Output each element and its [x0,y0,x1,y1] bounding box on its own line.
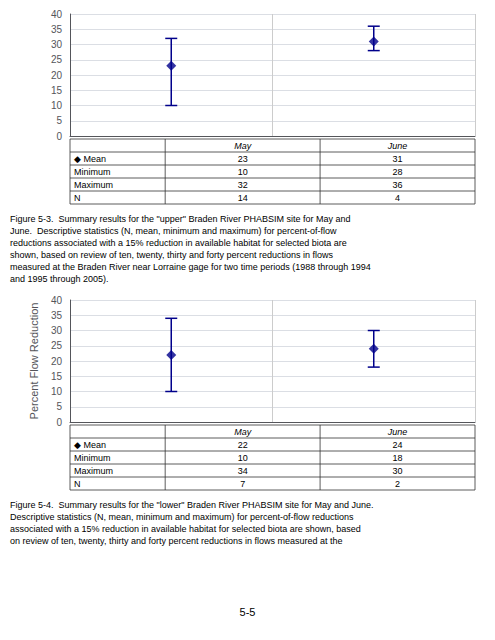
svg-text:Maximum: Maximum [74,180,113,190]
svg-text:30: 30 [51,39,63,50]
svg-text:2: 2 [395,479,400,489]
svg-text:Figure 5-3. Summary results f: Figure 5-3. Summary results for the "upp… [10,214,351,224]
svg-text:0: 0 [56,131,62,142]
svg-text:10: 10 [51,100,63,111]
svg-text:5-5: 5-5 [240,606,256,618]
svg-text:36: 36 [393,180,403,190]
svg-text:24: 24 [393,440,403,450]
svg-text:30: 30 [51,325,63,336]
svg-text:0: 0 [56,417,62,428]
svg-text:15: 15 [51,85,63,96]
svg-text:5: 5 [56,115,62,126]
svg-text:23: 23 [238,154,248,164]
svg-text:5: 5 [56,401,62,412]
svg-text:Percent Flow Reduction: Percent Flow Reduction [28,303,40,420]
svg-text:May: May [234,427,252,437]
svg-text:Minimum: Minimum [74,167,111,177]
svg-text:N: N [74,193,81,203]
svg-text:34: 34 [238,466,248,476]
svg-text:measured at the Braden River n: measured at the Braden River near Lorrai… [10,262,371,272]
svg-text:N: N [74,479,81,489]
svg-text:28: 28 [393,167,403,177]
svg-text:associated with a 15% reductio: associated with a 15% reduction in avail… [10,524,361,534]
svg-text:35: 35 [51,24,63,35]
svg-text:Minimum: Minimum [74,453,111,463]
svg-text:4: 4 [395,193,400,203]
svg-text:18: 18 [393,453,403,463]
svg-text:20: 20 [51,356,63,367]
svg-text:20: 20 [51,70,63,81]
svg-text:June: June [387,141,408,151]
svg-text:◆ Mean: ◆ Mean [74,440,106,450]
svg-text:Figure 5-4. Summary results f: Figure 5-4. Summary results for the "low… [10,500,374,510]
svg-text:25: 25 [51,340,63,351]
svg-text:14: 14 [238,193,248,203]
svg-text:35: 35 [51,310,63,321]
svg-text:31: 31 [393,154,403,164]
svg-text:reductions associated with a 1: reductions associated with a 15% reducti… [10,238,347,248]
svg-text:32: 32 [238,180,248,190]
svg-text:Descriptive statistics (N, mea: Descriptive statistics (N, mean, minimum… [10,512,354,522]
svg-text:10: 10 [238,453,248,463]
svg-text:7: 7 [240,479,245,489]
svg-text:June: June [387,427,408,437]
svg-text:on review of ten, twenty, thir: on review of ten, twenty, thirty and for… [10,536,343,546]
svg-text:10: 10 [51,386,63,397]
svg-text:22: 22 [238,440,248,450]
svg-text:30: 30 [393,466,403,476]
svg-text:shown, based on review of ten,: shown, based on review of ten, twenty, t… [10,250,333,260]
svg-text:10: 10 [238,167,248,177]
svg-text:Maximum: Maximum [74,466,113,476]
svg-text:◆ Mean: ◆ Mean [74,154,106,164]
svg-text:15: 15 [51,371,63,382]
svg-text:40: 40 [51,295,63,306]
svg-text:and 1995 through 2005).: and 1995 through 2005). [10,274,109,284]
svg-text:40: 40 [51,9,63,20]
svg-text:May: May [234,141,252,151]
svg-text:June. Descriptive statistics: June. Descriptive statistics (N, mean, m… [10,226,337,236]
svg-text:25: 25 [51,54,63,65]
